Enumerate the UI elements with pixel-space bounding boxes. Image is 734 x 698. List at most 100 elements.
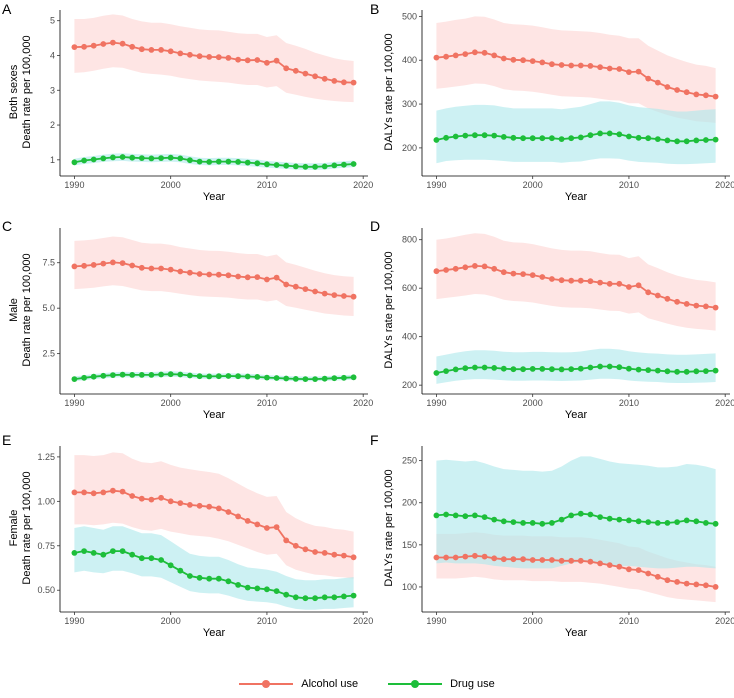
- drug-data-point: [645, 367, 652, 373]
- drug-data-point: [443, 134, 449, 141]
- alcohol-data-point: [568, 62, 575, 69]
- drug-data-point: [225, 158, 232, 165]
- drug-data-point: [510, 134, 517, 141]
- drug-data-point: [81, 157, 87, 164]
- y-tick-label: 800: [402, 235, 417, 245]
- panel-F: F 100 150 200 250 1990 2000 2010 2020 Year DALYs …: [370, 432, 734, 639]
- alcohol-data-point: [558, 62, 565, 68]
- alcohol-data-point: [225, 509, 232, 515]
- alcohol-data-point: [645, 289, 652, 296]
- drug-data-point: [683, 138, 690, 145]
- alcohol-data-point: [481, 263, 488, 270]
- alcohol-data-point: [177, 500, 184, 506]
- alcohol-data-point: [167, 266, 174, 273]
- y-tick-label: 3: [50, 85, 55, 95]
- alcohol-data-point: [177, 268, 184, 275]
- alcohol-data-point: [81, 489, 87, 496]
- x-axis-title: Year: [565, 191, 588, 203]
- drug-data-point: [206, 159, 213, 165]
- drug-data-point: [674, 138, 680, 145]
- alcohol-data-point: [90, 490, 97, 497]
- drug-data-point: [254, 585, 261, 592]
- x-tick-label: 1990: [64, 180, 84, 190]
- alcohol-data-point: [587, 63, 594, 69]
- drug-data-point: [683, 517, 690, 524]
- alcohol-data-point: [129, 262, 136, 269]
- drug-data-point: [693, 368, 700, 375]
- drug-data-point: [206, 575, 213, 582]
- drug-data-point: [693, 518, 700, 525]
- drug-data-point: [654, 136, 661, 143]
- drug-data-point: [712, 136, 719, 143]
- alcohol-data-point: [529, 272, 536, 278]
- y-tick-label: 1.25: [37, 452, 55, 462]
- alcohol-data-point: [558, 557, 565, 564]
- panel-letter: A: [2, 1, 12, 17]
- alcohol-data-point: [244, 274, 251, 281]
- x-tick-label: 1990: [64, 616, 84, 626]
- alcohol-data-point: [510, 56, 517, 63]
- alcohol-data-point: [491, 265, 498, 272]
- alcohol-data-point: [549, 557, 555, 563]
- panel-C: C 2.5 5.0 7.5 1990 2000 2010 2020 Year Death rat…: [2, 218, 373, 421]
- alcohol-data-point: [71, 489, 78, 496]
- alcohol-data-point: [635, 567, 642, 573]
- alcohol-data-point: [215, 54, 222, 61]
- drug-data-point: [606, 130, 613, 137]
- drug-data-point: [539, 520, 546, 527]
- alcohol-data-point: [90, 42, 97, 49]
- drug-data-point: [148, 555, 155, 562]
- drug-data-point: [90, 550, 97, 556]
- drug-data-point: [331, 162, 338, 169]
- drug-data-point: [302, 595, 309, 602]
- alcohol-data-point: [71, 263, 78, 270]
- alcohol-data-point: [472, 49, 478, 56]
- alcohol-data-point: [302, 286, 309, 292]
- drug-data-point: [597, 363, 603, 370]
- drug-data-point: [529, 135, 536, 142]
- alcohol-data-point: [433, 268, 440, 275]
- drug-data-point: [196, 574, 203, 581]
- x-tick-label: 2010: [257, 180, 277, 190]
- drug-data-point: [283, 162, 290, 169]
- drug-data-point: [510, 366, 517, 373]
- drug-data-point: [177, 155, 184, 162]
- drug-data-point: [331, 594, 338, 601]
- alcohol-data-point: [539, 59, 546, 66]
- panel-letter: E: [2, 432, 11, 448]
- alcohol-data-point: [331, 292, 338, 298]
- drug-data-point: [510, 519, 517, 525]
- x-tick-label: 1990: [426, 180, 446, 190]
- drug-data-point: [693, 137, 700, 144]
- x-tick-label: 1990: [426, 398, 446, 408]
- drug-data-point: [158, 371, 165, 378]
- drug-data-point: [90, 156, 97, 163]
- drug-data-point: [110, 154, 116, 161]
- y-axis-group-title: Male: [8, 298, 20, 322]
- alcohol-data-point: [674, 87, 680, 93]
- alcohol-data-point: [703, 92, 709, 99]
- drug-data-point: [577, 510, 584, 517]
- y-tick-label: 7.5: [42, 258, 55, 268]
- y-tick-label: 5.0: [42, 303, 55, 313]
- drug-data-point: [674, 368, 680, 375]
- alcohol-data-point: [683, 89, 690, 96]
- drug-data-point: [187, 372, 193, 379]
- drug-data-point: [549, 366, 555, 373]
- alcohol-data-point: [452, 265, 459, 272]
- alcohol-data-point: [321, 75, 328, 82]
- alcohol-data-point: [331, 551, 338, 558]
- y-tick-label: 600: [402, 283, 417, 293]
- drug-data-point: [452, 133, 459, 140]
- y-tick-label: 300: [402, 99, 417, 109]
- drug-data-point: [568, 135, 575, 142]
- drug-data-point: [635, 134, 642, 141]
- alcohol-data-point: [350, 293, 357, 300]
- y-axis-title: Death rate per 100,000: [21, 35, 33, 148]
- alcohol-data-point: [472, 263, 478, 269]
- alcohol-data-point: [645, 75, 652, 82]
- drug-data-point: [100, 372, 107, 379]
- drug-data-point: [664, 520, 671, 526]
- alcohol-data-point: [283, 65, 290, 72]
- alcohol-data-point: [674, 298, 680, 305]
